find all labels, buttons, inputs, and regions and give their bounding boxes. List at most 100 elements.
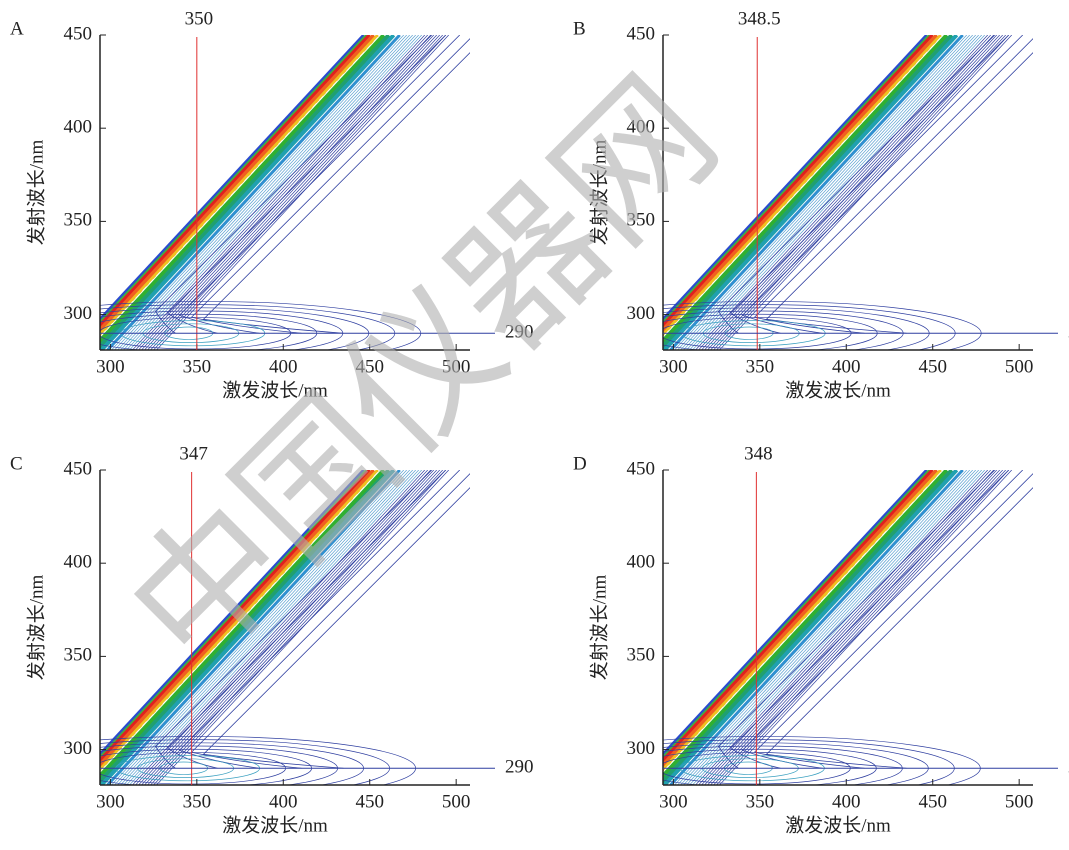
x-tick-label: 500 [1005,791,1034,812]
contour-line [190,38,470,334]
scatter-band [100,35,396,350]
panel: 300 350 400 450 500 300 350 400 450 激发波长/nm 发射波长/n… [10,8,534,401]
contour-line [154,470,433,769]
contour-line [150,35,443,350]
x-tick-label: 450 [918,791,947,812]
scatter-band [100,35,372,329]
vline-label: 348 [744,443,773,464]
panel-label: A [10,18,24,39]
y-axis-label: 发射波长/nm [588,575,610,681]
x-tick-label: 500 [442,356,471,377]
contour-line [123,35,416,350]
scatter-band [663,470,931,760]
contour-line [692,35,985,350]
y-tick-label: 350 [627,210,656,231]
contour-line [713,470,1006,785]
contour-line [741,470,1024,769]
x-tick-label: 350 [746,356,775,377]
panel-label: B [573,18,586,39]
scatter-band [663,35,935,329]
vline-label: 348.5 [738,8,781,29]
x-tick-label: 300 [96,356,125,377]
scatter-band [100,470,382,775]
y-tick-label: 450 [64,458,93,479]
scatter-band [100,470,379,772]
vline-label: 347 [179,443,208,464]
x-tick-label: 400 [832,791,861,812]
contour-line [111,35,404,350]
contour-line [707,35,1000,350]
scatter-band [663,35,954,350]
panel-label: D [573,453,587,474]
scatter-band [100,470,396,785]
scatter-band [663,35,928,322]
scatter-band [663,470,945,775]
scatter-band [663,35,931,325]
contour-line [202,52,470,334]
x-tick-label: 400 [832,356,861,377]
contour-line [154,35,433,334]
contour-line [677,470,970,785]
scatter-band [100,35,386,344]
scatter-band [663,470,949,779]
y-tick-label: 350 [627,645,656,666]
contour-line [710,35,1003,350]
scatter-band [663,470,959,785]
x-tick-label: 450 [355,356,384,377]
x-axis-label: 激发波长/nm [785,814,891,836]
scatter-band [100,470,386,779]
scatter-band [663,470,942,772]
contour-line [153,470,446,785]
scatter-band [669,470,964,785]
scatter-band [100,470,376,769]
contour-line [701,35,994,350]
scatter-band [669,35,964,350]
contour-line [138,470,431,785]
contour-line [178,470,461,769]
x-tick-label: 300 [659,791,688,812]
contour-line [753,473,1033,769]
contour-line [202,487,470,769]
hline-label: 290 [505,322,534,343]
contour-line [701,470,994,785]
contour-line [680,470,973,785]
contour-line [117,470,410,785]
contour-line [132,35,425,350]
contour-line [716,470,1009,785]
scatter-band [663,470,939,769]
y-tick-label: 450 [64,23,93,44]
contour-line [132,470,425,785]
contour-line [717,470,996,769]
vline-label: 350 [185,8,214,29]
contour-line [695,35,988,350]
y-tick-label: 400 [627,552,656,573]
contour-line [114,35,407,350]
contour-line [190,473,470,769]
y-tick-label: 300 [64,738,93,759]
scatter-band [106,35,401,350]
hline-label: 290 [505,757,534,778]
y-tick-label: 450 [627,458,656,479]
contour-line [717,35,996,334]
contour-line [686,470,979,785]
contour-line [680,35,973,350]
scatter-band [663,35,949,344]
contour-line [765,52,1033,334]
x-tick-label: 400 [269,356,298,377]
x-tick-label: 300 [96,791,125,812]
contour-line [741,35,1024,334]
contour-line [126,470,419,785]
contour-line [674,35,967,350]
contour-line [713,35,1006,350]
contour-area [100,470,470,785]
panel: 300 350 400 450 500 300 350 400 450 激发波长/nm 发射波长/n… [10,443,534,836]
scatter-band [663,35,945,340]
contour-line [111,470,404,785]
contour-line [153,35,446,350]
y-tick-label: 300 [64,303,93,324]
contour-line [141,470,434,785]
contour-line [698,35,991,350]
x-tick-label: 500 [442,791,471,812]
contour-line [716,35,1009,350]
